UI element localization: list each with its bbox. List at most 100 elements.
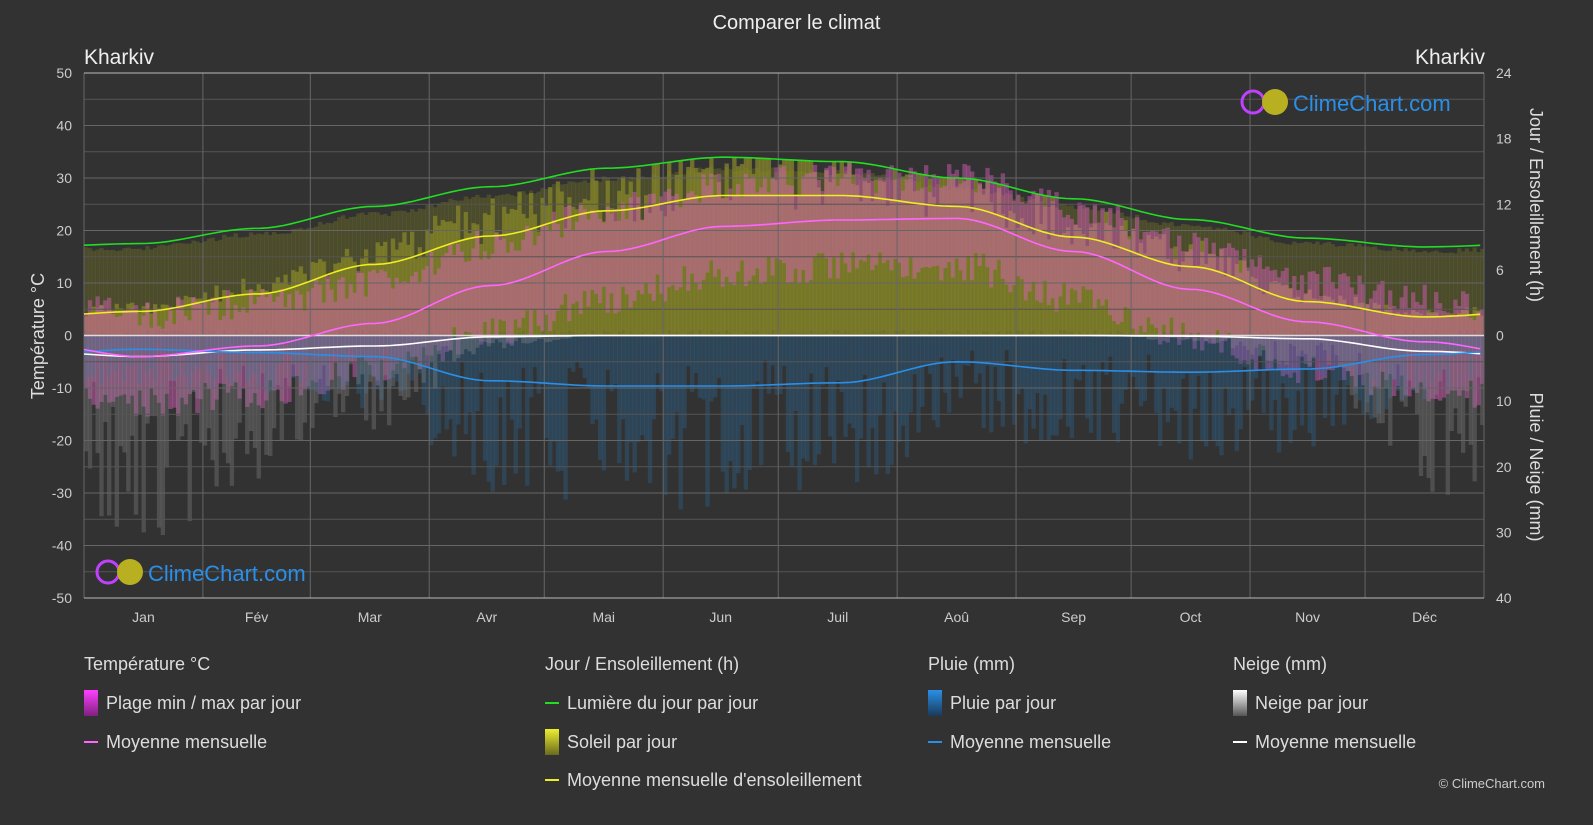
sunshine-bar bbox=[1326, 296, 1332, 336]
snow-bar bbox=[367, 335, 373, 382]
temp-range-bar bbox=[1426, 312, 1431, 402]
sunshine-bar bbox=[1019, 218, 1025, 336]
snow-bar bbox=[1180, 335, 1186, 341]
rain-bar bbox=[375, 335, 380, 390]
rain-bar bbox=[1422, 335, 1427, 400]
sunshine-bar bbox=[1000, 214, 1006, 336]
snow-bar bbox=[1280, 335, 1286, 361]
rain-bar bbox=[314, 335, 319, 392]
sunshine-bar bbox=[183, 295, 189, 336]
temp-range-bar bbox=[586, 219, 591, 307]
snow-bar bbox=[214, 335, 219, 487]
temp-range-bar bbox=[321, 302, 327, 395]
rain-bar bbox=[1073, 335, 1078, 379]
temp-range-bar bbox=[452, 255, 457, 328]
rain-bar bbox=[789, 335, 795, 467]
temp-range-bar bbox=[195, 301, 200, 414]
sunshine-bar bbox=[973, 179, 979, 336]
rain-bar bbox=[1380, 335, 1385, 364]
daylight-bar bbox=[1265, 237, 1270, 332]
sunshine-bar bbox=[713, 174, 718, 336]
rain-bar bbox=[1012, 335, 1017, 425]
snow-bar bbox=[1403, 335, 1408, 407]
daylight-bar bbox=[1307, 242, 1312, 332]
rain-bar bbox=[571, 335, 576, 372]
temp-range-bar bbox=[540, 224, 545, 331]
temp-range-bar bbox=[310, 288, 315, 381]
sunshine-bar bbox=[743, 157, 749, 336]
sunshine-bar bbox=[356, 273, 361, 336]
sunshine-bar bbox=[797, 160, 802, 336]
sunshine-bar bbox=[1399, 315, 1404, 336]
sunshine-bar bbox=[490, 198, 495, 336]
sunshine-bar bbox=[1284, 284, 1289, 336]
rain-bar bbox=[1058, 335, 1063, 420]
rain-bar bbox=[678, 335, 683, 510]
temp-range-bar bbox=[977, 182, 983, 267]
temp-range-bar bbox=[1096, 222, 1101, 300]
y-tick-right-top: 24 bbox=[1496, 65, 1512, 81]
daylight-bar bbox=[1464, 248, 1470, 331]
sunshine-bar bbox=[291, 270, 296, 336]
snow-bar bbox=[133, 335, 139, 515]
rain-bar bbox=[1349, 335, 1355, 367]
temp-range-bar bbox=[958, 183, 963, 271]
snow-bar bbox=[348, 335, 353, 365]
temp-range-bar bbox=[655, 204, 660, 275]
snow-bar bbox=[1326, 335, 1332, 365]
temp-range-bar bbox=[241, 307, 246, 388]
x-tick-month: Oct bbox=[1180, 609, 1202, 625]
temp-range-bar bbox=[970, 171, 975, 281]
temp-range-bar bbox=[1468, 317, 1473, 381]
temp-range-bar bbox=[943, 185, 948, 268]
temp-range-bar bbox=[927, 191, 933, 268]
sunshine-bar bbox=[176, 297, 181, 336]
sunshine-bar bbox=[981, 194, 986, 336]
temp-range-bar bbox=[471, 248, 476, 340]
sunshine-bar bbox=[260, 288, 265, 336]
temp-range-bar bbox=[1476, 311, 1481, 406]
sunshine-bar bbox=[1165, 258, 1170, 336]
sunshine-bar bbox=[1299, 302, 1305, 336]
rain-bar bbox=[1391, 335, 1397, 380]
sunshine-bar bbox=[206, 300, 212, 336]
snow-bar bbox=[271, 335, 277, 429]
sunshine-bar bbox=[1372, 302, 1378, 336]
sunshine-bar bbox=[379, 245, 384, 336]
sunshine-bar bbox=[1376, 304, 1381, 336]
sunshine-bar bbox=[1437, 316, 1443, 336]
daylight-bar bbox=[1449, 252, 1454, 335]
temp-range-bar bbox=[851, 183, 856, 253]
rain-bar bbox=[210, 335, 215, 387]
sunshine-bar bbox=[870, 201, 875, 336]
snow-bar bbox=[1307, 335, 1312, 366]
temp-range-bar bbox=[793, 194, 798, 269]
snow-bar bbox=[456, 335, 461, 359]
sunshine-bar bbox=[789, 159, 795, 336]
snow-bar bbox=[229, 335, 235, 486]
sunshine-bar bbox=[755, 158, 760, 336]
rain-bar bbox=[1361, 335, 1366, 414]
snow-bar bbox=[1472, 335, 1477, 482]
sunshine-bar bbox=[609, 208, 614, 336]
temp-range-bar bbox=[601, 222, 607, 287]
daylight-bar bbox=[1399, 251, 1404, 334]
temp-range-bar bbox=[306, 291, 311, 389]
rain-bar bbox=[114, 335, 120, 372]
rain-bar bbox=[808, 335, 814, 374]
temp-range-bar bbox=[172, 324, 177, 408]
sunshine-bar bbox=[805, 160, 810, 336]
sunshine-bar bbox=[858, 201, 864, 336]
rain-bar bbox=[1180, 335, 1186, 379]
temp-range-bar bbox=[644, 203, 649, 283]
x-tick-month: Fév bbox=[245, 609, 268, 625]
temp-range-bar bbox=[693, 194, 699, 283]
rain-bar bbox=[1315, 335, 1320, 359]
temp-range-bar bbox=[375, 273, 380, 386]
sunshine-bar bbox=[452, 223, 457, 336]
daylight-bar bbox=[1388, 250, 1393, 334]
snow-bar bbox=[1414, 335, 1420, 415]
snow-bar bbox=[452, 335, 457, 362]
temp-range-bar bbox=[1345, 276, 1351, 372]
daylight-bar bbox=[1334, 246, 1339, 336]
